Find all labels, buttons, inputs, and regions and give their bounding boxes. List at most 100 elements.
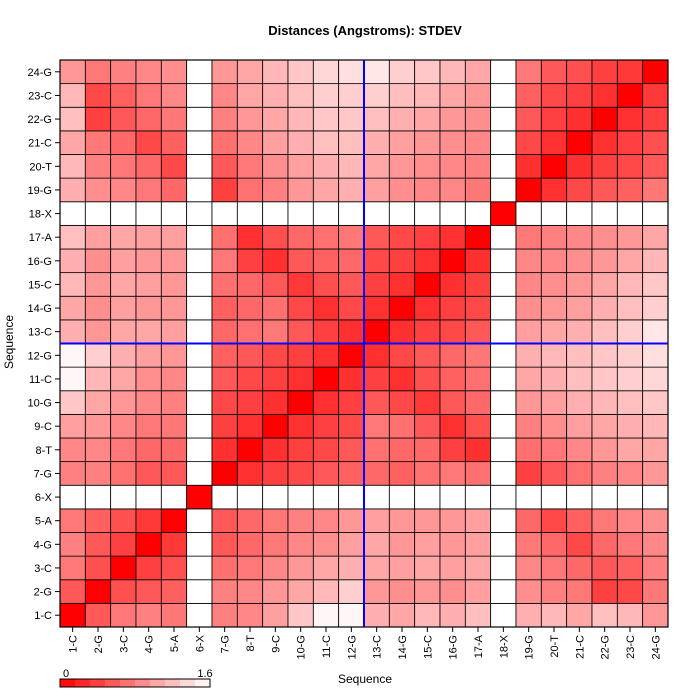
- cell-10-G-3-C: [110, 390, 137, 415]
- cell-5-A-13-C: [363, 508, 390, 533]
- cell-7-G-2-G: [84, 461, 112, 486]
- cell-10-G-2-G: [84, 390, 112, 415]
- cell-24-G-17-A: [464, 59, 492, 85]
- cell-12-G-20-T: [540, 343, 568, 368]
- cell-8-T-1-C: [59, 437, 86, 463]
- x-tick-label: 11-C: [321, 635, 333, 658]
- cell-5-A-11-C: [312, 508, 340, 533]
- cell-22-G-16-G: [439, 106, 466, 132]
- cell-4-G-5-A: [160, 532, 188, 557]
- cell-15-C-9-C: [262, 272, 289, 297]
- cell-18-X-17-A: [464, 201, 492, 226]
- cell-20-T-10-G: [287, 154, 314, 179]
- cell-19-G-16-G: [439, 177, 466, 203]
- colorbar-step: [90, 679, 105, 687]
- cell-11-C-24-G: [642, 366, 669, 392]
- cell-16-G-22-G: [591, 248, 618, 274]
- cell-14-G-3-C: [110, 295, 137, 321]
- cell-3-C-8-T: [236, 555, 264, 581]
- cell-10-G-21-C: [566, 390, 593, 415]
- cell-21-C-17-A: [464, 130, 492, 155]
- cell-23-C-9-C: [262, 83, 289, 108]
- cell-21-C-1-C: [59, 130, 86, 155]
- cell-13-C-13-C: [363, 319, 390, 344]
- cell-6-X-7-G: [211, 484, 238, 510]
- cell-9-C-10-G: [287, 413, 314, 439]
- cell-11-C-17-A: [464, 366, 492, 392]
- cell-9-C-6-X: [186, 413, 213, 439]
- cell-24-G-16-G: [439, 59, 466, 85]
- cell-6-X-22-G: [591, 484, 618, 510]
- cell-16-G-13-C: [363, 248, 390, 274]
- cell-9-C-7-G: [211, 413, 238, 439]
- cell-7-G-7-G: [211, 461, 238, 486]
- cell-15-C-19-G: [515, 272, 542, 297]
- cell-4-G-1-C: [59, 532, 86, 557]
- cell-19-G-18-X: [490, 177, 517, 203]
- cell-22-G-1-C: [59, 106, 86, 132]
- cell-15-C-24-G: [642, 272, 669, 297]
- cell-10-G-18-X: [490, 390, 517, 415]
- cell-11-C-23-C: [616, 366, 644, 392]
- cell-8-T-19-G: [515, 437, 542, 463]
- cell-22-G-22-G: [591, 106, 618, 132]
- cell-7-G-24-G: [642, 461, 669, 486]
- cell-21-C-19-G: [515, 130, 542, 155]
- cell-20-T-6-X: [186, 154, 213, 179]
- cell-4-G-6-X: [186, 532, 213, 557]
- cell-10-G-11-C: [312, 390, 340, 415]
- cell-19-G-10-G: [287, 177, 314, 203]
- cell-16-G-23-C: [616, 248, 644, 274]
- x-tick-label: 20-T: [549, 635, 561, 658]
- cell-9-C-23-C: [616, 413, 644, 439]
- cell-20-T-15-C: [414, 154, 441, 179]
- cell-17-A-9-C: [262, 224, 289, 250]
- cell-19-G-17-A: [464, 177, 492, 203]
- cell-10-G-24-G: [642, 390, 669, 415]
- cell-5-A-4-G: [135, 508, 162, 533]
- cell-13-C-1-C: [59, 319, 86, 344]
- cell-5-A-7-G: [211, 508, 238, 533]
- cell-16-G-12-G: [338, 248, 365, 274]
- cell-14-G-20-T: [540, 295, 568, 321]
- x-tick-label: 19-G: [524, 635, 536, 659]
- cell-16-G-17-A: [464, 248, 492, 274]
- colorbar-frame: [59, 678, 211, 688]
- cell-1-C-22-G: [591, 602, 618, 628]
- cell-24-G-9-C: [262, 59, 289, 85]
- cell-10-G-14-G: [388, 390, 416, 415]
- cell-4-G-2-G: [84, 532, 112, 557]
- cell-17-A-20-T: [540, 224, 568, 250]
- cell-14-G-5-A: [160, 295, 188, 321]
- cell-7-G-19-G: [515, 461, 542, 486]
- cell-18-X-22-G: [591, 201, 618, 226]
- cell-17-A-11-C: [312, 224, 340, 250]
- cell-14-G-15-C: [414, 295, 441, 321]
- cell-1-C-12-G: [338, 602, 365, 628]
- x-tick-label: 13-C: [372, 635, 384, 659]
- cell-5-A-24-G: [642, 508, 669, 533]
- cell-23-C-21-C: [566, 83, 593, 108]
- cell-9-C-15-C: [414, 413, 441, 439]
- cell-23-C-10-G: [287, 83, 314, 108]
- cell-17-A-5-A: [160, 224, 188, 250]
- cell-17-A-10-G: [287, 224, 314, 250]
- x-tick-label: 15-C: [422, 635, 434, 659]
- cell-23-C-20-T: [540, 83, 568, 108]
- cell-8-T-21-C: [566, 437, 593, 463]
- cell-8-T-14-G: [388, 437, 416, 463]
- colorbar-step: [75, 679, 90, 687]
- cell-8-T-4-G: [135, 437, 162, 463]
- y-tick-label: 7-G: [34, 468, 52, 480]
- cell-19-G-20-T: [540, 177, 568, 203]
- cell-2-G-4-G: [135, 579, 162, 604]
- cell-8-T-17-A: [464, 437, 492, 463]
- x-tick-label: 23-C: [625, 635, 637, 659]
- cell-22-G-3-C: [110, 106, 137, 132]
- cell-24-G-24-G: [642, 59, 669, 85]
- cell-11-C-20-T: [540, 366, 568, 392]
- cell-24-G-2-G: [84, 59, 112, 85]
- cell-9-C-9-C: [262, 413, 289, 439]
- cell-5-A-17-A: [464, 508, 492, 533]
